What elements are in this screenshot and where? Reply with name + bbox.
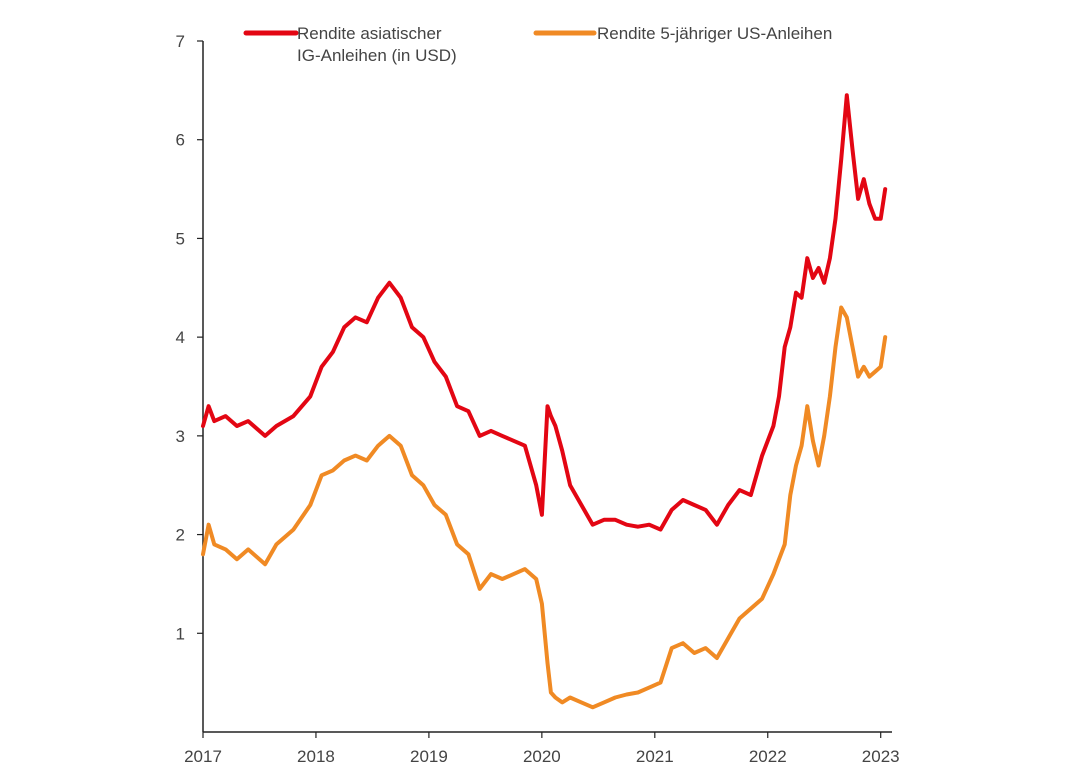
y-tick-label: 5 [176, 229, 185, 248]
series-line-asian-ig-yield [201, 93, 888, 532]
legend-label-us-5y: Rendite 5-jähriger US-Anleihen [597, 24, 832, 43]
x-tick-label: 2022 [749, 747, 787, 766]
legend: Rendite asiatischer IG-Anleihen (in USD)… [243, 24, 832, 65]
x-tick-label: 2020 [523, 747, 561, 766]
series-layer [201, 93, 888, 710]
y-tick-label: 4 [176, 328, 185, 347]
y-tick-label: 6 [176, 131, 185, 150]
axes: 1 2 3 4 5 6 7 2017 2018 2019 2020 2021 2022 2023 [176, 32, 900, 766]
x-tick-label: 2023 [862, 747, 900, 766]
series-line-us-5y-yield [201, 305, 888, 710]
legend-label-asian-ig-line2: IG-Anleihen (in USD) [297, 46, 457, 65]
y-tick-label: 2 [176, 526, 185, 545]
y-tick-label: 7 [176, 32, 185, 51]
y-tick-label: 3 [176, 427, 185, 446]
x-tick-label: 2019 [410, 747, 448, 766]
legend-label-asian-ig-line1: Rendite asiatischer [297, 24, 442, 43]
x-tick-label: 2021 [636, 747, 674, 766]
y-tick-label: 1 [176, 624, 185, 643]
x-tick-label: 2018 [297, 747, 335, 766]
x-tick-label: 2017 [184, 747, 222, 766]
